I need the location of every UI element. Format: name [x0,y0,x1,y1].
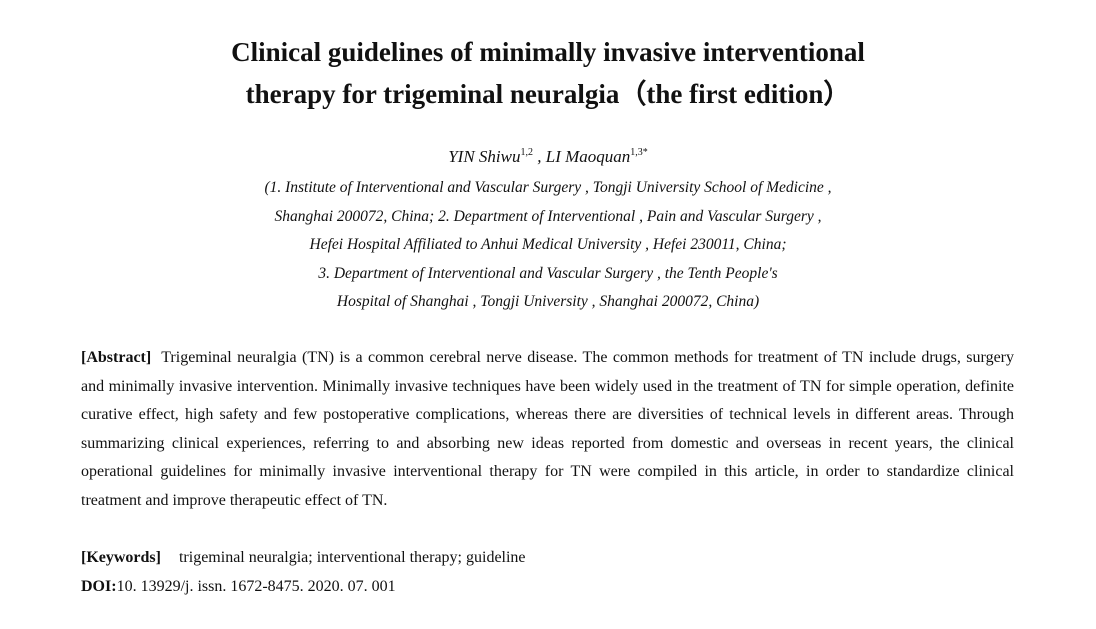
abstract-label: [Abstract] [81,349,152,366]
paper-title: Clinical guidelines of minimally invasiv… [0,31,1096,115]
title-line-2: therapy for trigeminal neuralgia（the fir… [245,79,851,109]
keywords: [Keywords] trigeminal neuralgia; interven… [81,544,1014,573]
affiliations: (1. Institute of Interventional and Vasc… [0,174,1096,317]
author-name: YIN Shiwu [448,147,521,166]
affiliation-line: (1. Institute of Interventional and Vasc… [264,179,832,196]
author-list: YIN Shiwu1,2 , LI Maoquan1,3* [0,145,1096,169]
author-name: LI Maoquan [545,147,631,166]
affiliation-line: 3. Department of Interventional and Vasc… [318,264,778,282]
affiliation-line: Hefei Hospital Affiliated to Anhui Medic… [309,236,787,254]
abstract-text: Trigeminal neuralgia (TN) is a common ce… [81,349,1014,509]
keywords-label: [Keywords] [81,549,161,566]
author-affiliation-marker: 1,3* [630,147,648,158]
doi-value: 10. 13929/j. issn. 1672-8475. 2020. 07. … [116,578,396,595]
affiliation-line: Hospital of Shanghai , Tongji University… [336,293,760,311]
author-separator: , [533,147,546,166]
keywords-text: trigeminal neuralgia; interventional the… [178,549,526,566]
doi-label: DOI: [81,578,117,595]
abstract: [Abstract] Trigeminal neuralgia (TN) is a… [81,344,1014,516]
affiliation-line: Shanghai 200072, China; 2. Department of… [274,207,822,225]
title-line-1: Clinical guidelines of minimally invasiv… [231,37,865,67]
author-affiliation-marker: 1,2 [520,147,534,158]
doi: DOI:10. 13929/j. issn. 1672-8475. 2020. … [81,573,1014,602]
